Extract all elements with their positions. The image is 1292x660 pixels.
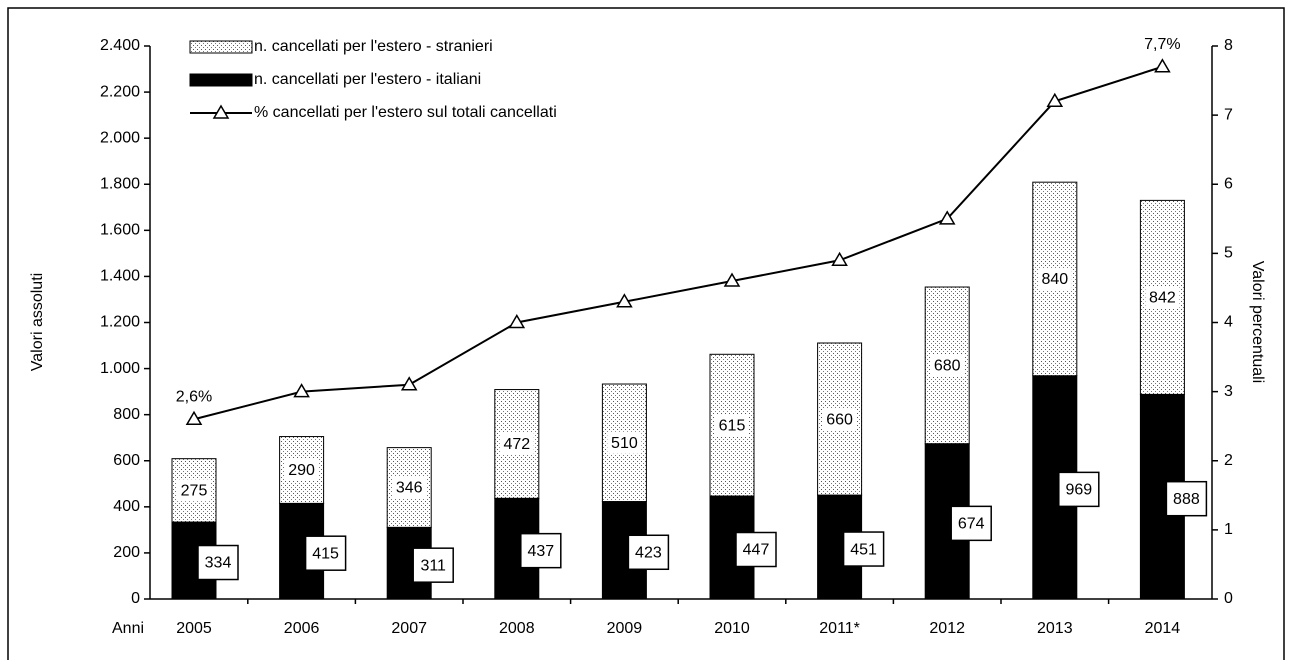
data-label: 840: [1041, 271, 1068, 288]
y-tick-label: 2.000: [100, 129, 140, 146]
x-tick-label: 2011*: [819, 620, 860, 637]
data-label-box: [304, 535, 347, 571]
y-tick-label: 2.400: [100, 37, 140, 54]
y-tick-label: 1.400: [100, 268, 140, 285]
data-label: 290: [288, 462, 315, 479]
data-label: 334: [205, 555, 232, 572]
data-label: 346: [396, 480, 423, 497]
data-label-bg: [822, 408, 857, 431]
y2-tick-label: 0: [1224, 590, 1233, 607]
data-label-bg: [1037, 267, 1072, 290]
data-label: 447: [743, 542, 770, 559]
y-axis-label: Valori assoluti: [29, 273, 46, 371]
y-tick-label: 400: [113, 498, 140, 515]
y2-tick-label: 3: [1224, 383, 1233, 400]
legend-marker: [212, 104, 230, 119]
line-marker: [831, 251, 848, 267]
data-label-box: [627, 534, 670, 571]
line-value-label: 2,6%: [176, 388, 212, 405]
x-tick-label: 2009: [607, 620, 643, 637]
y2-tick-label: 5: [1224, 245, 1233, 262]
data-label: 510: [611, 435, 638, 452]
data-label-box: [1165, 480, 1208, 517]
data-label: 969: [1065, 482, 1092, 499]
x-tick-label: 2012: [929, 620, 965, 637]
x-tick-label: 2014: [1145, 620, 1181, 637]
data-label-box: [197, 544, 239, 581]
data-label-box: [842, 531, 885, 567]
data-label: 680: [934, 358, 961, 375]
x-tick-label: 2013: [1037, 620, 1073, 637]
data-label: 674: [958, 516, 985, 533]
y-tick-label: 600: [113, 452, 140, 469]
line-marker: [185, 410, 203, 426]
data-label: 660: [826, 411, 853, 428]
data-label: 311: [420, 557, 446, 574]
y2-axis-label: Valori percentuali: [1249, 261, 1266, 383]
data-label: 437: [527, 543, 554, 560]
line-marker: [723, 272, 741, 287]
data-label-box: [735, 531, 777, 568]
line-marker: [508, 314, 526, 329]
x-tick-label: 2005: [176, 620, 212, 637]
line-marker: [293, 383, 310, 398]
data-label-box: [1058, 471, 1100, 508]
y-tick-label: 1.000: [100, 360, 140, 377]
data-label-bg: [284, 458, 319, 481]
y-tick-label: 1.800: [100, 175, 140, 192]
data-label-bg: [715, 414, 749, 437]
y2-tick-label: 2: [1224, 452, 1233, 469]
legend-label: n. cancellati per l'estero - italiani: [254, 71, 481, 88]
data-label: 842: [1149, 290, 1176, 307]
legend-label: % cancellati per l'estero sul totali can…: [254, 104, 557, 121]
data-label-bg: [930, 354, 965, 377]
data-label-box: [950, 505, 992, 542]
data-label: 451: [850, 541, 877, 558]
legend-label: n. cancellati per l'estero - stranieri: [254, 38, 493, 55]
data-label-bg: [499, 432, 534, 455]
line: [193, 65, 1163, 421]
data-label-box: [520, 532, 562, 569]
line-marker: [1046, 92, 1064, 108]
x-tick-label: 2006: [284, 620, 320, 637]
data-label-bg: [607, 431, 642, 454]
y2-tick-label: 1: [1224, 521, 1233, 538]
data-label: 615: [719, 417, 746, 434]
y-tick-label: 800: [113, 406, 140, 423]
y2-tick-label: 4: [1224, 314, 1233, 331]
frame: [7, 7, 1285, 660]
data-label: 275: [181, 483, 208, 500]
y-tick-label: 1.600: [100, 222, 140, 239]
legend-swatch: [189, 40, 253, 54]
line-marker: [400, 376, 418, 391]
y-tick-label: 2.200: [100, 83, 140, 100]
y2-tick-label: 6: [1224, 175, 1233, 192]
legend-swatch: [189, 73, 253, 87]
y-tick-label: 200: [113, 544, 140, 561]
x-axis-label: Anni: [112, 620, 144, 637]
line-marker: [1154, 58, 1171, 73]
data-label: 423: [635, 544, 662, 561]
y2-tick-label: 8: [1224, 37, 1233, 54]
line-marker: [616, 293, 633, 308]
data-label-bg: [1145, 286, 1180, 309]
data-label: 472: [503, 436, 530, 453]
data-label: 415: [312, 545, 339, 562]
data-label-box: [412, 547, 454, 583]
y-tick-label: 1.200: [100, 314, 140, 331]
data-label-bg: [392, 476, 427, 499]
data-label-bg: [177, 479, 211, 502]
data-label: 888: [1173, 491, 1200, 508]
line-value-label: 7,7%: [1144, 36, 1180, 53]
y-tick-label: 0: [131, 590, 140, 607]
x-tick-label: 2008: [499, 620, 535, 637]
y2-tick-label: 7: [1224, 106, 1233, 123]
x-tick-label: 2007: [391, 620, 427, 637]
line-marker: [938, 210, 956, 225]
x-tick-label: 2010: [714, 620, 750, 637]
